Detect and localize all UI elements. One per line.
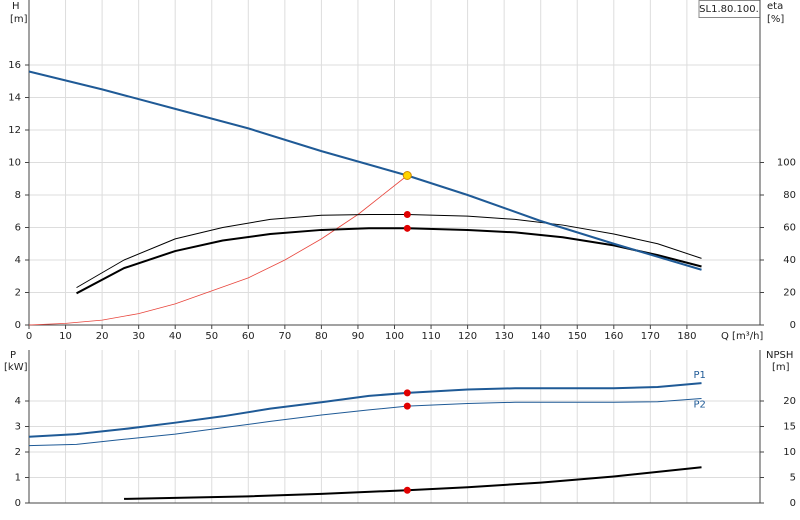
y-tick-label: 14 bbox=[8, 93, 21, 104]
y2-label: eta bbox=[767, 1, 783, 12]
operating-point bbox=[402, 171, 412, 180]
operating-point bbox=[403, 402, 411, 410]
x-tick-label: 0 bbox=[26, 331, 32, 342]
series-label: P1 bbox=[694, 370, 706, 381]
curve bbox=[28, 382, 702, 438]
curve bbox=[28, 175, 408, 326]
y2-tick-label: 10 bbox=[783, 447, 796, 458]
curve bbox=[28, 397, 702, 447]
y2-tick-label: 20 bbox=[783, 288, 796, 299]
y-tick-label: 8 bbox=[15, 190, 21, 201]
y2-tick-label: 15 bbox=[783, 422, 796, 433]
y-tick-label: 10 bbox=[8, 158, 21, 169]
y-tick-label: 1 bbox=[15, 473, 21, 484]
y2-tick-label: 5 bbox=[790, 473, 796, 484]
y2-unit: [%] bbox=[767, 14, 784, 25]
y-unit: [m] bbox=[10, 14, 28, 25]
y-label: H bbox=[12, 1, 20, 12]
x-tick-label: 40 bbox=[169, 331, 182, 342]
operating-point bbox=[403, 224, 411, 232]
y2-tick-label: 40 bbox=[783, 255, 796, 266]
series-label: P2 bbox=[694, 399, 706, 410]
x-tick-label: 80 bbox=[315, 331, 328, 342]
x-tick-label: 160 bbox=[604, 331, 623, 342]
y-tick-label: 0 bbox=[15, 498, 21, 509]
x-tick-label: 90 bbox=[352, 331, 365, 342]
x-tick-label: 140 bbox=[531, 331, 550, 342]
x-tick-label: 120 bbox=[458, 331, 477, 342]
y-tick-label: 4 bbox=[15, 396, 21, 407]
operating-point bbox=[403, 486, 411, 494]
y-tick-label: 4 bbox=[15, 255, 21, 266]
x-tick-label: 70 bbox=[278, 331, 291, 342]
y2-tick-label: 20 bbox=[783, 396, 796, 407]
x-tick-label: 180 bbox=[677, 331, 696, 342]
x-tick-label: 100 bbox=[385, 331, 404, 342]
y-tick-label: 12 bbox=[8, 125, 21, 136]
operating-point bbox=[403, 389, 411, 397]
x-tick-label: 130 bbox=[495, 331, 514, 342]
y2-tick-label: 80 bbox=[783, 190, 796, 201]
chart-title: SL1.80.100. bbox=[699, 4, 759, 15]
y-tick-label: 16 bbox=[8, 60, 21, 71]
y2-tick-label: 0 bbox=[790, 498, 796, 509]
x-tick-label: 50 bbox=[205, 331, 218, 342]
x-tick-label: 150 bbox=[568, 331, 587, 342]
x-tick-label: 60 bbox=[242, 331, 255, 342]
x-tick-label: 10 bbox=[59, 331, 72, 342]
y2-label: NPSH bbox=[766, 350, 793, 361]
x-tick-label: 30 bbox=[132, 331, 145, 342]
x-tick-label: 110 bbox=[422, 331, 441, 342]
y-label: P bbox=[10, 350, 16, 361]
y2-unit: [m] bbox=[772, 362, 790, 373]
y-tick-label: 2 bbox=[15, 288, 21, 299]
operating-point bbox=[403, 211, 411, 218]
y-tick-label: 3 bbox=[15, 422, 21, 433]
curve bbox=[28, 70, 702, 271]
y-unit: [kW] bbox=[4, 362, 28, 373]
y2-tick-label: 60 bbox=[783, 223, 796, 234]
y2-tick-label: 0 bbox=[790, 320, 796, 331]
y-tick-label: 0 bbox=[15, 320, 21, 331]
curve bbox=[76, 214, 702, 289]
y-tick-label: 6 bbox=[15, 223, 21, 234]
y2-tick-label: 100 bbox=[777, 158, 796, 169]
x-tick-label: 170 bbox=[641, 331, 660, 342]
y-tick-label: 2 bbox=[15, 447, 21, 458]
x-tick-label: 20 bbox=[96, 331, 109, 342]
x-label: Q [m³/h] bbox=[721, 331, 763, 342]
curve bbox=[76, 227, 702, 295]
